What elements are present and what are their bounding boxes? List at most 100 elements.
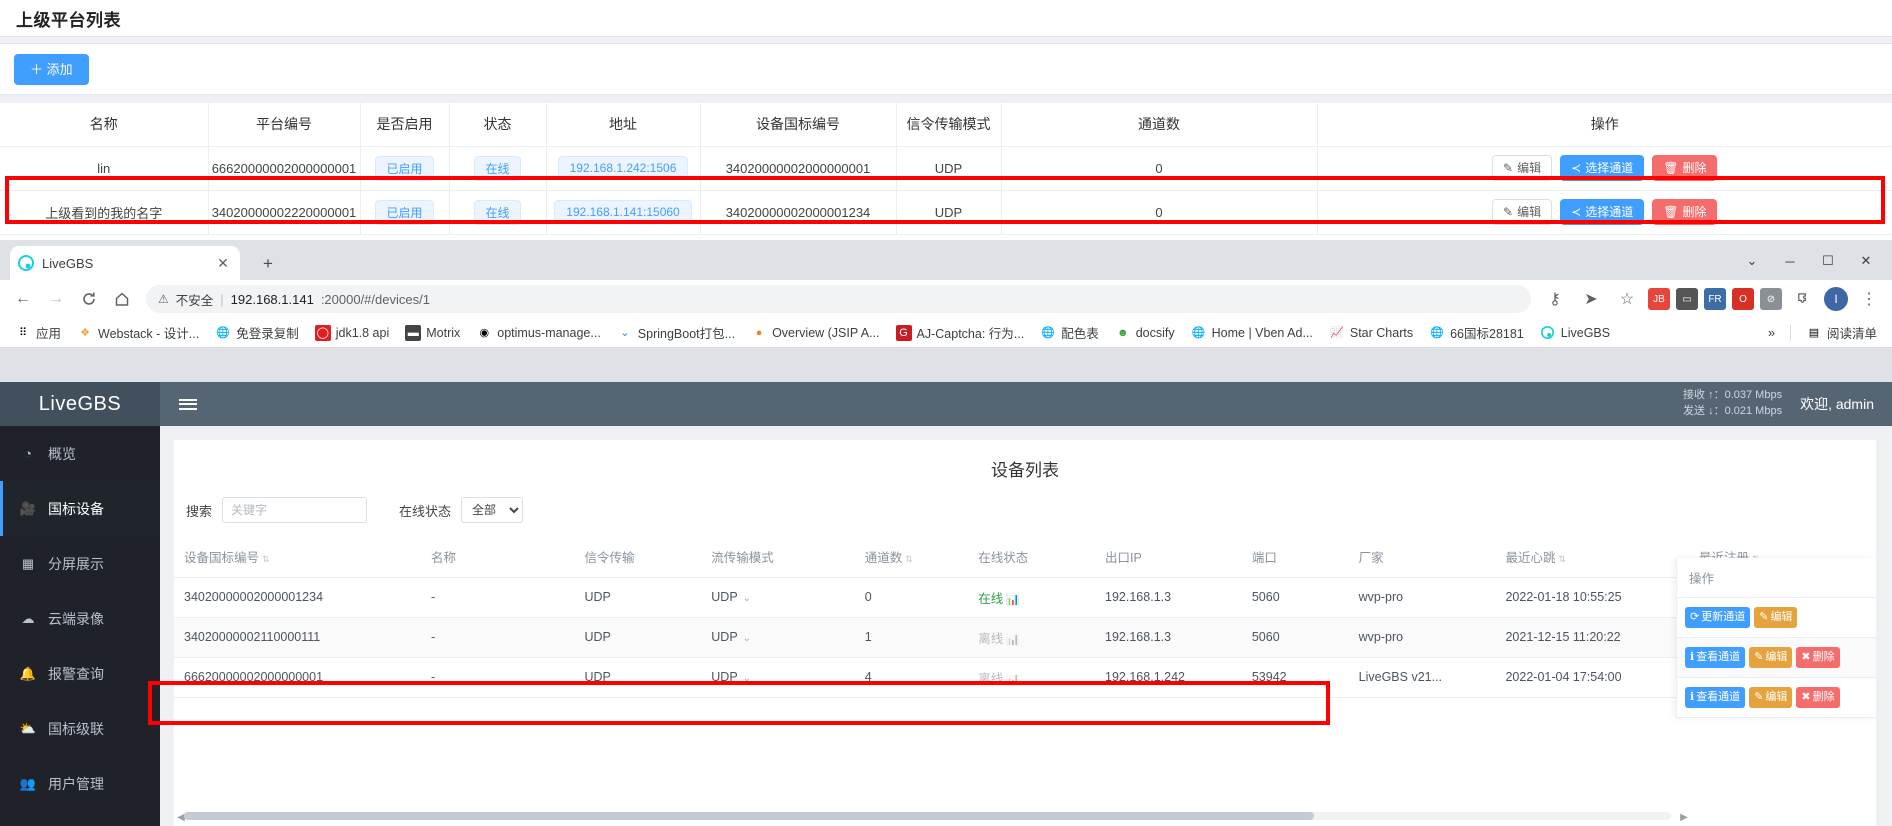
extensions-puzzle-icon[interactable] <box>1788 284 1818 314</box>
search-input[interactable] <box>222 497 368 523</box>
bookmark-item-ajcaptcha[interactable]: G AJ-Captcha: 行为... <box>889 320 1032 345</box>
home-icon[interactable] <box>107 284 137 314</box>
extension-icon-jb[interactable]: JB <box>1648 288 1670 310</box>
edit-button[interactable]: ✎ 编辑 <box>1492 198 1553 226</box>
scroll-left-arrow[interactable]: ◀ <box>177 811 185 823</box>
reading-list-button[interactable]: ▤ 阅读清单 <box>1799 320 1884 345</box>
col-last-heartbeat[interactable]: 最近心跳 ⇅ <box>1495 537 1690 578</box>
bookmark-item-starcharts[interactable]: 📈 Star Charts <box>1330 325 1414 340</box>
col-status[interactable]: 状态 <box>449 103 547 147</box>
sidebar-item-operation-log[interactable]: 📄操作日志 <box>0 811 160 826</box>
bookmark-item-copy[interactable]: 🌐 免登录复制 <box>208 320 306 345</box>
user-welcome[interactable]: 欢迎, admin <box>1800 396 1874 412</box>
browser-tab-livegbs[interactable]: LiveGBS ✕ <box>10 246 240 280</box>
sidebar-item-overview[interactable]: ◔ 概览 <box>0 426 160 481</box>
select-channel-button[interactable]: ≺ 选择通道 <box>1560 154 1645 182</box>
col-signal-mode[interactable]: 信令传输模式 <box>896 103 1002 147</box>
hamburger-icon[interactable] <box>160 382 216 426</box>
view-channel-button[interactable]: ℹ 查看通道 <box>1685 687 1746 708</box>
back-icon[interactable]: ← <box>15 290 31 307</box>
forward-icon[interactable]: → <box>48 290 64 307</box>
table-row[interactable]: lin 66620000002000000001 已启用 在线 192.168.… <box>0 146 1892 191</box>
table-row[interactable]: 34020000002000001234 - UDP UDP ⌄ 0 在线 📊 19… <box>174 577 1876 618</box>
col-address[interactable]: 地址 <box>546 103 701 147</box>
bookmarks-overflow-button[interactable]: » <box>1768 325 1775 340</box>
browser-menu-icon[interactable]: ⋮ <box>1861 291 1877 308</box>
cell-stream-mode[interactable]: UDP ⌄ <box>701 577 855 618</box>
chevron-down-icon[interactable]: ⌄ <box>1746 253 1758 268</box>
sidebar-item-gb-cascade[interactable]: ⛅ 国标级联 <box>19 720 104 737</box>
sidebar-item-gb-devices[interactable]: 🎥 国标设备 <box>0 481 160 536</box>
col-enabled[interactable]: 是否启用 <box>360 103 450 147</box>
bookmark-item-jdk[interactable]: ◯ jdk1.8 api <box>314 324 390 341</box>
address-badge[interactable]: 192.168.1.242:1506 <box>557 156 689 180</box>
col-platform-id[interactable]: 平台编号 <box>208 103 361 147</box>
enabled-badge: 已启用 <box>375 199 434 225</box>
col-channels[interactable]: 通道数 <box>1001 103 1318 147</box>
globe-icon: 🌐 <box>216 327 231 339</box>
bookmark-item-motrix[interactable]: ▬ Motrix <box>398 322 467 344</box>
bookmark-star-icon[interactable]: ☆ <box>1619 291 1635 308</box>
security-label: 不安全 <box>175 293 214 308</box>
maximize-button[interactable]: ☐ <box>1822 253 1834 268</box>
cell-signal-mode: UDP <box>896 146 1002 191</box>
status-filter-select[interactable]: 全部 在线 离线 <box>461 497 524 523</box>
scroll-right-arrow[interactable]: ▶ <box>1680 811 1688 823</box>
send-icon[interactable]: ➤ <box>1584 291 1598 308</box>
close-icon[interactable]: ✕ <box>217 254 229 271</box>
col-device-gb-id[interactable]: 设备国标编号 <box>700 103 897 147</box>
avatar[interactable]: I <box>1824 287 1848 311</box>
extension-icon-red[interactable]: O <box>1732 288 1754 310</box>
cell-stream-mode[interactable]: UDP ⌄ <box>701 617 855 658</box>
extension-icon-block[interactable]: ⊘ <box>1760 288 1782 310</box>
add-button[interactable]: ＋ 添加 <box>14 53 89 85</box>
sidebar-item-alarm-query[interactable]: 🔔 报警查询 <box>19 665 104 682</box>
edit-button[interactable]: ✎ 编辑 <box>1749 647 1793 668</box>
password-key-icon[interactable]: ⚷ <box>1549 291 1561 308</box>
bookmark-item-overview[interactable]: ● Overview (JSIP A... <box>744 322 886 344</box>
cell-stream-mode[interactable]: UDP ⌄ <box>701 657 855 698</box>
app-logo[interactable]: LiveGBS <box>0 382 160 426</box>
sidebar-item-cloud-recording[interactable]: ☁ 云端录像 <box>21 610 105 627</box>
sidebar-item-user-management[interactable]: 👥 用户管理 <box>19 775 104 792</box>
delete-button[interactable]: 🗑 删除 <box>1652 198 1718 226</box>
col-name[interactable]: 名称 <box>0 103 209 147</box>
window-close-button[interactable]: ✕ <box>1860 253 1872 268</box>
col-gb-id[interactable]: 设备国标编号 ⇅ <box>174 537 421 578</box>
bookmark-item-vben[interactable]: 🌐 Home | Vben Ad... <box>1191 325 1313 340</box>
chart-icon[interactable]: 📊 <box>1006 593 1020 606</box>
address-bar[interactable]: ⚠ 不安全 | 192.168.1.141:20000/#/devices/1 <box>146 285 1531 313</box>
address-badge[interactable]: 192.168.1.141:15060 <box>554 200 692 224</box>
edit-button[interactable]: ✎ 编辑 <box>1492 154 1553 182</box>
view-channel-button[interactable]: ℹ 查看通道 <box>1685 647 1746 668</box>
horizontal-scrollbar[interactable] <box>184 812 1671 820</box>
table-row[interactable]: 66620000002000000001 - UDP UDP ⌄ 4 离线 📊 19… <box>174 657 1876 698</box>
chart-icon[interactable]: 📊 <box>1006 633 1020 646</box>
sidebar-item-split-screen[interactable]: ▦ 分屏展示 <box>21 555 104 572</box>
delete-button[interactable]: 🗑 删除 <box>1652 154 1718 182</box>
update-channel-button[interactable]: ⟳ 更新通道 <box>1685 607 1751 628</box>
bookmark-item-springboot[interactable]: ⌄ SpringBoot打包... <box>610 320 742 345</box>
delete-button[interactable]: ✖ 删除 <box>1796 687 1840 708</box>
table-row[interactable]: 上级看到的我的名字 34020000002220000001 已启用 在线 19… <box>0 190 1892 235</box>
edit-button[interactable]: ✎ 编辑 <box>1754 607 1798 628</box>
col-channels[interactable]: 通道数 ⇅ <box>854 537 969 578</box>
new-tab-button[interactable]: + <box>263 254 273 273</box>
scrollbar-thumb[interactable] <box>184 812 1315 820</box>
bookmark-item-palette[interactable]: 🌐 配色表 <box>1033 320 1106 345</box>
chart-icon[interactable]: 📊 <box>1006 673 1020 686</box>
edit-button[interactable]: ✎ 编辑 <box>1749 687 1793 708</box>
bookmark-item-docsify[interactable]: ☻ docsify <box>1108 322 1182 344</box>
minimize-button[interactable]: ─ <box>1785 253 1795 269</box>
reload-icon[interactable] <box>74 284 104 314</box>
bookmark-item-livegbs[interactable]: LiveGBS <box>1533 322 1617 344</box>
bookmark-item-webstack[interactable]: ❖ Webstack - 设计... <box>70 320 206 345</box>
table-row[interactable]: 34020000002110000111 - UDP UDP ⌄ 1 离线 📊 19… <box>174 617 1876 658</box>
extension-icon-fr[interactable]: FR <box>1704 288 1726 310</box>
delete-button[interactable]: ✖ 删除 <box>1796 647 1840 668</box>
bookmark-item-gb28181[interactable]: 🌐 66国标28181 <box>1422 320 1531 345</box>
select-channel-button[interactable]: ≺ 选择通道 <box>1560 198 1645 226</box>
bookmark-item-apps[interactable]: ⠿ 应用 <box>8 320 68 345</box>
extension-icon-dark[interactable]: ▭ <box>1676 288 1698 310</box>
bookmark-item-optimus[interactable]: ◉ optimus-manage... <box>469 322 608 344</box>
